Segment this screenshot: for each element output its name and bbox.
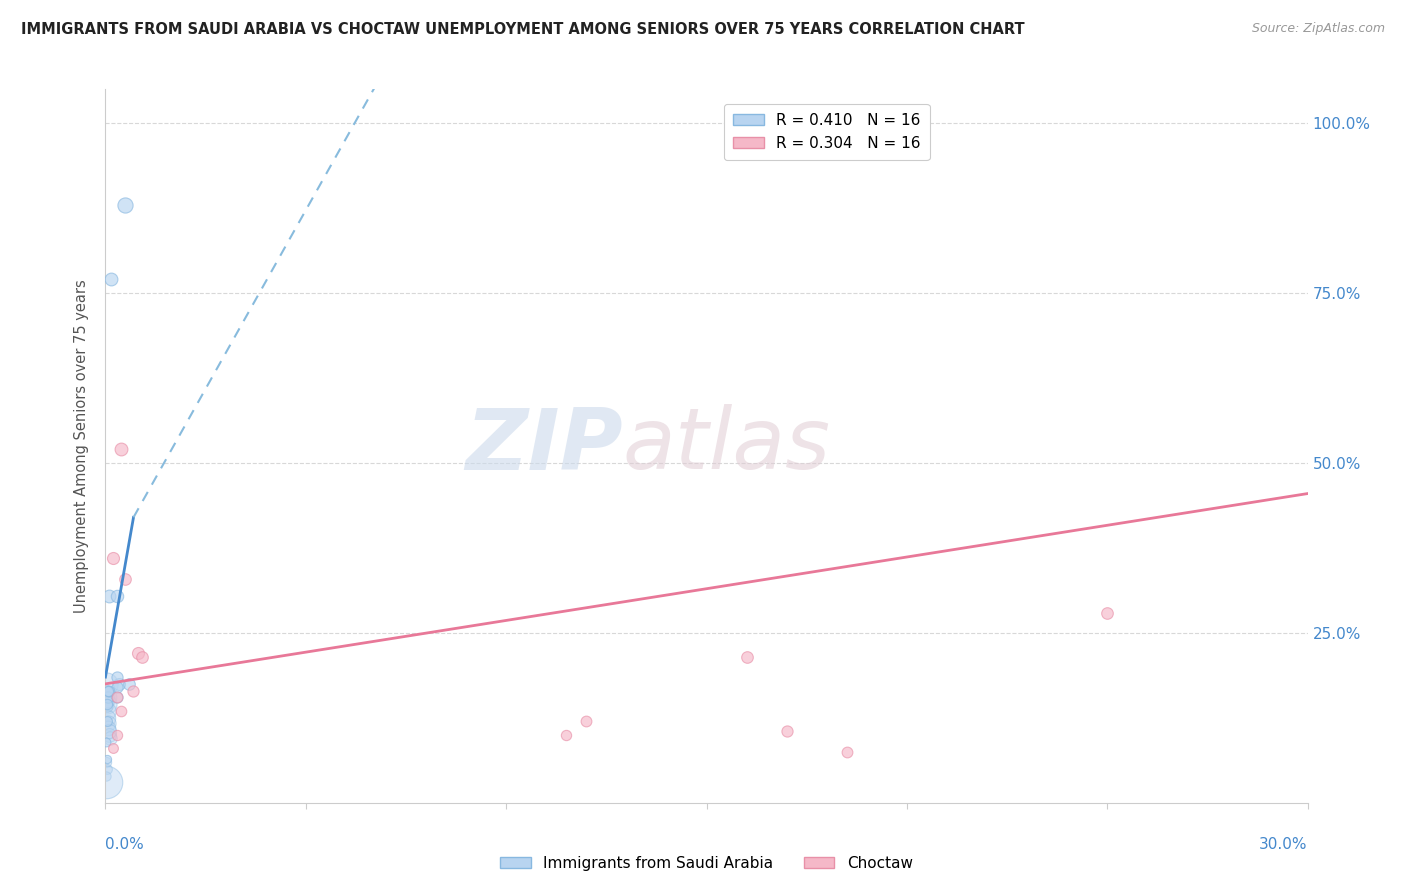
- Point: [107, 690, 129, 705]
- Point: [107, 690, 129, 705]
- Point: [96, 699, 118, 714]
- Text: IMMIGRANTS FROM SAUDI ARABIA VS CHOCTAW UNEMPLOYMENT AMONG SENIORS OVER 75 YEARS: IMMIGRANTS FROM SAUDI ARABIA VS CHOCTAW …: [21, 22, 1025, 37]
- Point: [107, 728, 129, 742]
- Point: [118, 677, 141, 691]
- Point: [94, 775, 117, 789]
- Point: [96, 690, 118, 705]
- Point: [575, 714, 598, 729]
- Point: [97, 683, 120, 698]
- Point: [735, 649, 758, 664]
- Point: [107, 680, 129, 694]
- Point: [96, 698, 118, 712]
- Point: [103, 551, 125, 566]
- Point: [96, 704, 118, 718]
- Point: [96, 714, 118, 729]
- Point: [98, 731, 121, 746]
- Point: [98, 728, 121, 742]
- Point: [108, 677, 131, 691]
- Point: [96, 711, 118, 725]
- Text: 30.0%: 30.0%: [1260, 837, 1308, 852]
- Point: [96, 762, 118, 776]
- Point: [96, 734, 118, 748]
- Point: [555, 728, 578, 742]
- Point: [96, 690, 118, 705]
- Point: [97, 715, 120, 730]
- Point: [98, 589, 121, 603]
- Point: [100, 272, 122, 286]
- Point: [1097, 606, 1119, 620]
- Point: [97, 690, 120, 705]
- Point: [94, 683, 117, 698]
- Point: [96, 769, 118, 783]
- Point: [96, 755, 118, 769]
- Point: [122, 683, 145, 698]
- Point: [110, 442, 132, 457]
- Text: Source: ZipAtlas.com: Source: ZipAtlas.com: [1251, 22, 1385, 36]
- Point: [114, 198, 136, 212]
- Point: [776, 724, 799, 739]
- Point: [96, 698, 118, 712]
- Point: [107, 670, 129, 684]
- Point: [98, 683, 121, 698]
- Text: atlas: atlas: [623, 404, 831, 488]
- Point: [96, 695, 118, 709]
- Point: [110, 704, 132, 718]
- Y-axis label: Unemployment Among Seniors over 75 years: Unemployment Among Seniors over 75 years: [75, 279, 90, 613]
- Point: [107, 589, 129, 603]
- Point: [97, 724, 120, 739]
- Point: [94, 677, 117, 691]
- Point: [97, 721, 120, 735]
- Legend: Immigrants from Saudi Arabia, Choctaw: Immigrants from Saudi Arabia, Choctaw: [495, 850, 918, 877]
- Text: 0.0%: 0.0%: [105, 837, 145, 852]
- Point: [103, 741, 125, 756]
- Point: [131, 649, 153, 664]
- Point: [127, 646, 149, 660]
- Point: [114, 572, 136, 586]
- Text: ZIP: ZIP: [465, 404, 623, 488]
- Point: [96, 751, 118, 765]
- Point: [835, 745, 858, 759]
